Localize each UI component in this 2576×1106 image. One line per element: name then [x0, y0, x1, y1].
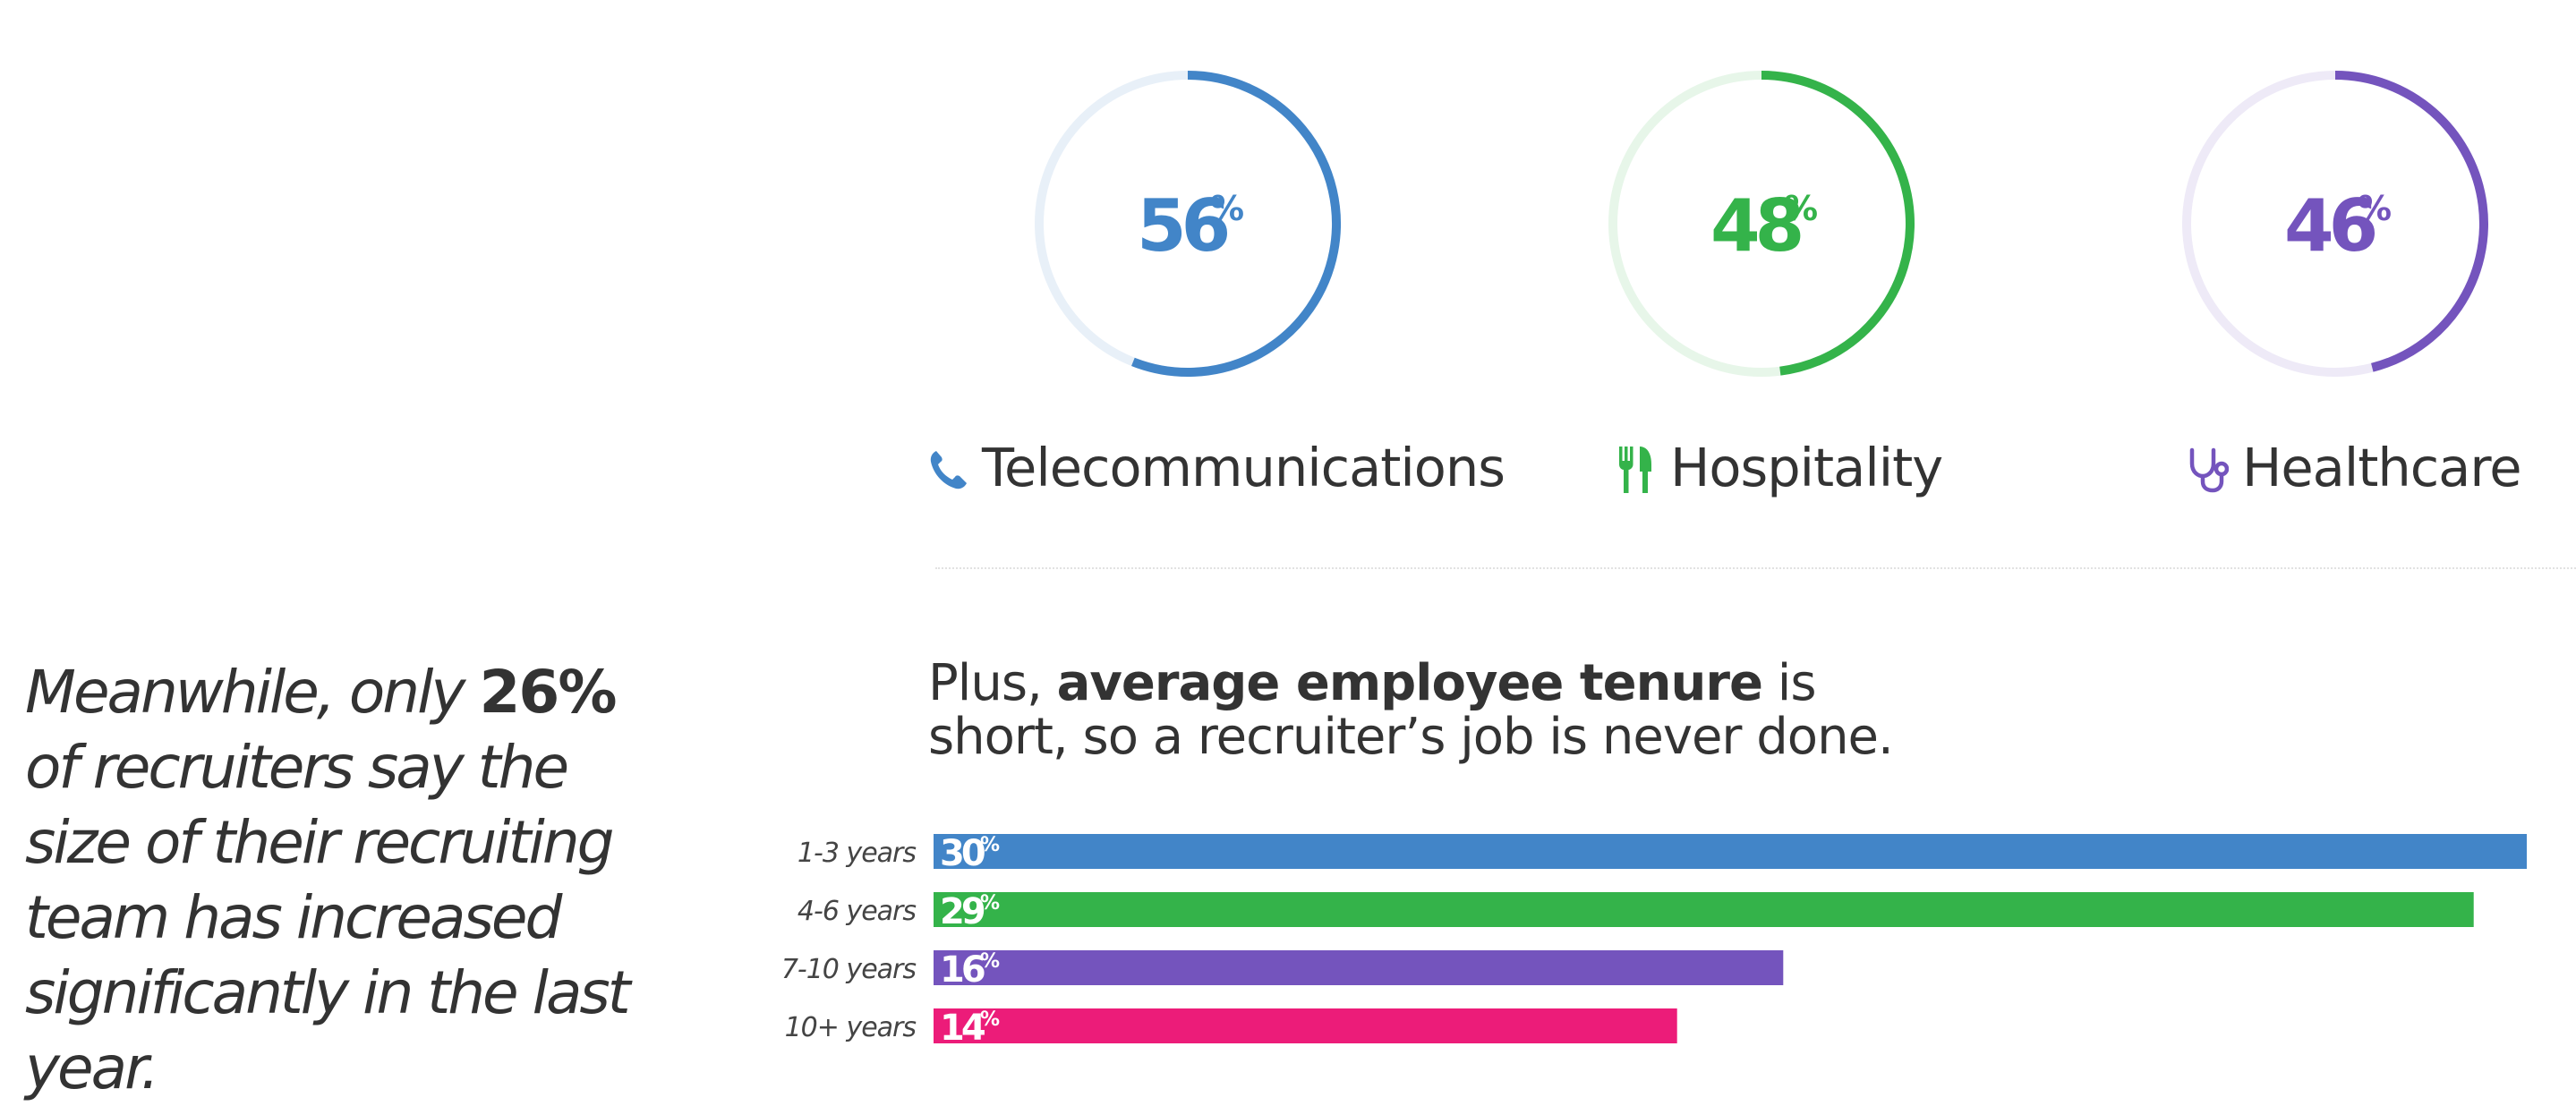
- tenure-value-suffix-2: %: [980, 950, 1000, 973]
- tenure-value-label-0: 30: [940, 833, 985, 874]
- ring-arc-1: [1761, 71, 1915, 376]
- tenure-value-label-1: 29: [940, 891, 985, 932]
- tenure-value-label-3: 14: [940, 1008, 985, 1049]
- tenure-category-label-3: 10+ years: [785, 1012, 917, 1043]
- tenure-category-label-1: 4-6 years: [798, 896, 916, 927]
- tenure-category-label-0: 1-3 years: [798, 838, 916, 869]
- industry-label-healthcare: Healthcare: [2242, 437, 2522, 498]
- tenure-value-suffix-3: %: [980, 1008, 1000, 1031]
- quote-text-after: of recruiters say the size of their recr…: [25, 733, 631, 1102]
- quote-text-before: Meanwhile, only: [25, 658, 480, 727]
- tenure-heading-after: is short, so a recruiter’s job is never …: [928, 654, 1894, 766]
- tenure-heading-before: Plus,: [928, 654, 1057, 712]
- cutlery-icon: [1616, 445, 1655, 499]
- ring-value-0: 56: [1137, 184, 1228, 268]
- ring-value-2: 46: [2284, 184, 2376, 268]
- industry-label-telecommunications: Telecommunications: [982, 437, 1506, 498]
- ring-value-suffix-0: %: [1210, 189, 1243, 228]
- stethoscope-icon: [2188, 447, 2230, 498]
- ring-value-suffix-2: %: [2358, 189, 2391, 228]
- tenure-bar-2: [934, 950, 1784, 985]
- tenure-value-label-2: 16: [940, 949, 985, 991]
- ring-arc-2: [2334, 71, 2488, 372]
- team-growth-quote: Meanwhile, only 26% of recruiters say th…: [25, 655, 652, 1106]
- section-divider: [935, 567, 2576, 569]
- ring-arc-0: [1131, 71, 1341, 377]
- quote-highlight: 26%: [479, 658, 617, 727]
- ring-value-suffix-1: %: [1784, 189, 1817, 228]
- tenure-value-suffix-0: %: [980, 834, 1000, 856]
- tenure-value-suffix-1: %: [980, 892, 1000, 915]
- tenure-bar-3: [934, 1008, 1677, 1043]
- tenure-bar-0: [934, 834, 2527, 869]
- tenure-category-label-2: 7-10 years: [781, 954, 917, 985]
- industry-label-hospitality: Hospitality: [1670, 437, 1943, 498]
- tenure-heading-bold: average employee tenure: [1056, 654, 1763, 712]
- ring-value-1: 48: [1710, 184, 1801, 268]
- phone-icon: [927, 447, 970, 497]
- tenure-bar-1: [934, 892, 2474, 927]
- tenure-heading: Plus, average employee tenure is short, …: [928, 657, 1913, 764]
